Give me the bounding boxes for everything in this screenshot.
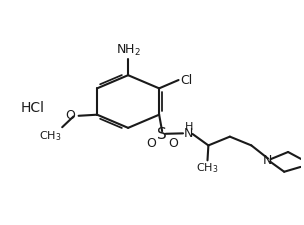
Text: NH$_2$: NH$_2$	[116, 43, 141, 58]
Text: CH$_3$: CH$_3$	[196, 161, 219, 175]
Text: HCl: HCl	[21, 101, 45, 115]
Text: S: S	[157, 127, 167, 142]
Text: N: N	[184, 127, 193, 140]
Text: O: O	[168, 137, 178, 150]
Text: O: O	[66, 109, 76, 122]
Text: H: H	[185, 122, 193, 132]
Text: CH$_3$: CH$_3$	[39, 129, 61, 143]
Text: O: O	[146, 137, 156, 150]
Text: N: N	[263, 154, 272, 167]
Text: Cl: Cl	[180, 74, 192, 87]
